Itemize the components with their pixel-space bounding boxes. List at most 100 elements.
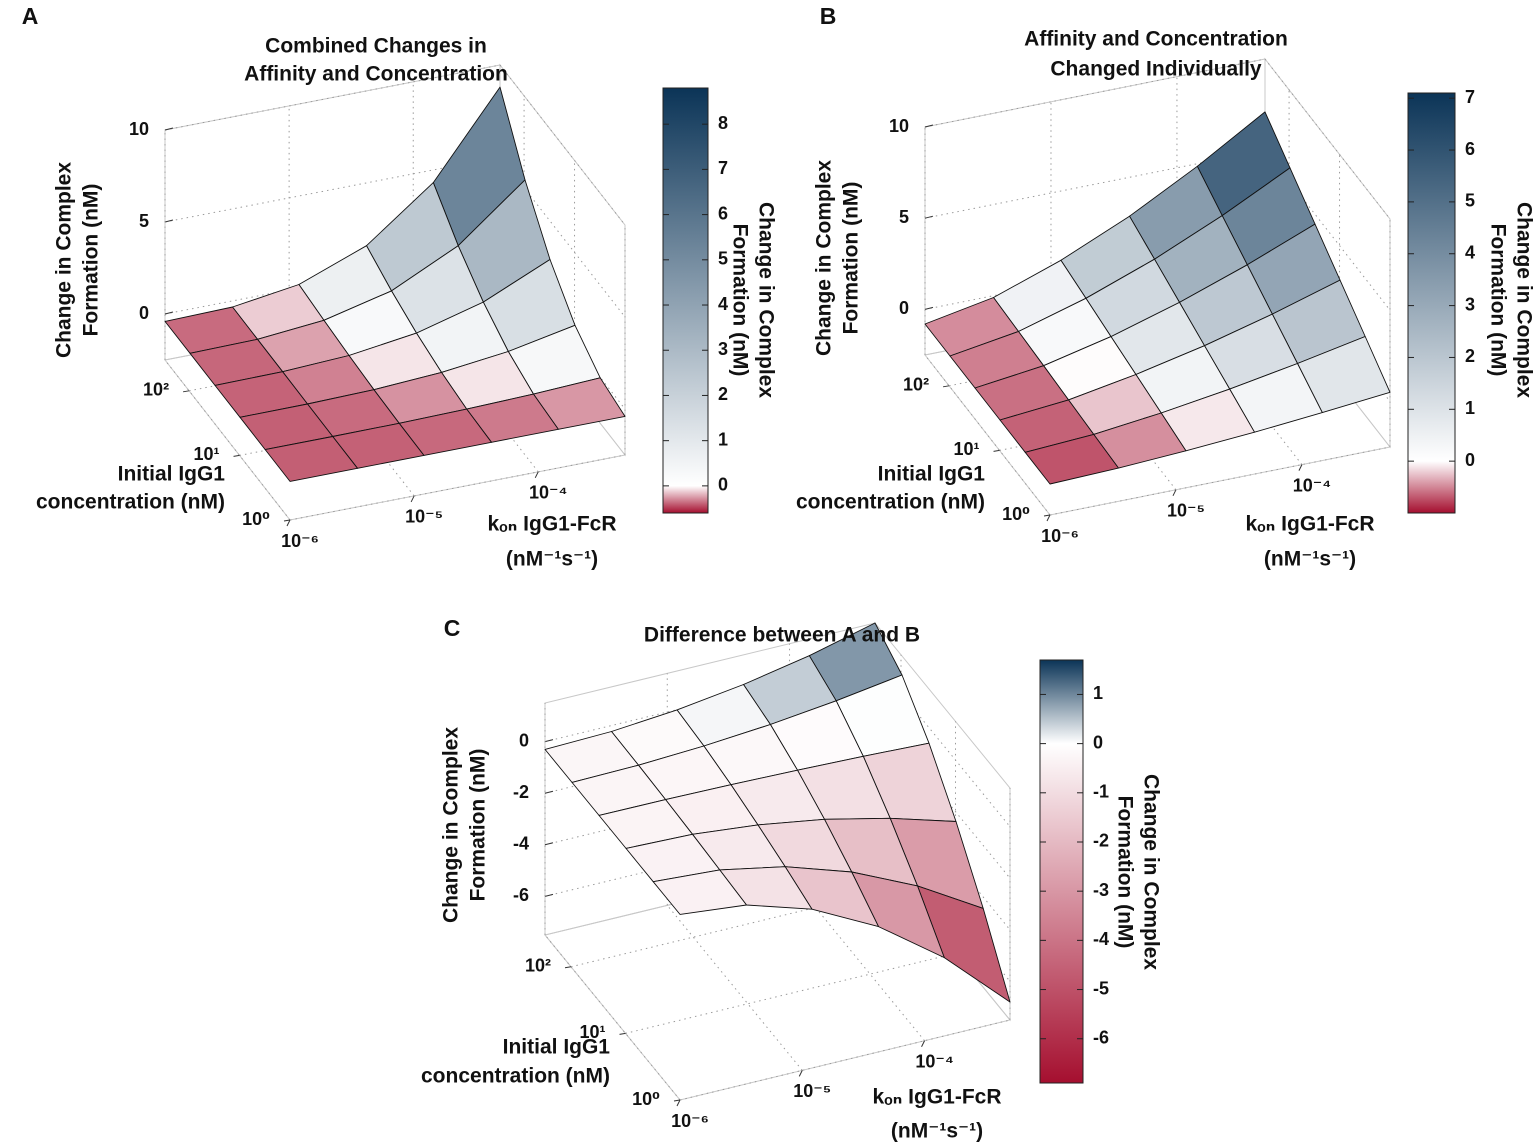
colorbar-label: Formation (nM): [728, 224, 751, 377]
y-tick-label: 10²: [143, 380, 169, 400]
grid-line: [289, 454, 626, 521]
colorbar-tick-label: 6: [1465, 139, 1475, 159]
colorbar-tick-label: 1: [1465, 398, 1475, 418]
z-tick-label: 0: [139, 303, 149, 323]
colorbar-tick-label: -2: [1093, 831, 1109, 851]
panel-letter: C: [444, 615, 461, 641]
y-tick: [993, 449, 1000, 452]
grid-line: [412, 311, 539, 473]
x-axis-label: kₒₙ IgG1-FcR: [1245, 513, 1374, 536]
colorbar-tick-label: 4: [718, 294, 728, 314]
x-tick: [534, 471, 539, 479]
y-tick-label: 10¹: [579, 1022, 605, 1042]
colorbar-tick-label: -4: [1093, 929, 1109, 949]
z-tick: [544, 739, 554, 743]
z-axis-label: Change in Complex: [53, 162, 76, 358]
grid-line: [164, 64, 501, 131]
x-axis-label: kₒₙ IgG1-FcR: [872, 1086, 1001, 1109]
y-tick-label: 10²: [903, 375, 929, 395]
z-axis-label: Formation (nM): [80, 184, 103, 337]
x-tick-label: 10⁻⁵: [405, 507, 443, 527]
y-tick-label: 10⁰: [632, 1089, 660, 1109]
y-tick: [564, 966, 572, 969]
colorbar-tick-label: -3: [1093, 880, 1109, 900]
colorbar-tick-label: -1: [1093, 782, 1109, 802]
colorbar: [662, 87, 709, 514]
z-tick-label: 10: [889, 116, 909, 136]
x-tick: [1298, 464, 1303, 471]
y-axis-label: concentration (nM): [421, 1065, 610, 1088]
y-tick-label: 10²: [525, 956, 551, 976]
grid-line: [164, 156, 501, 223]
z-tick: [164, 311, 174, 315]
colorbar-label: Formation (nM): [1486, 224, 1509, 377]
y-axis-label: Initial IgG1: [878, 463, 986, 486]
colorbar-tick-label: 0: [718, 475, 728, 495]
y-tick: [673, 1099, 681, 1102]
colorbar-label: Change in Complex: [1139, 774, 1162, 970]
z-axis-label: Formation (nM): [840, 182, 863, 335]
colorbar-tick-label: 3: [1465, 294, 1475, 314]
colorbar-tick-label: 2: [718, 384, 728, 404]
y-tick: [619, 1032, 626, 1035]
grid-line: [499, 64, 626, 226]
z-tick: [164, 219, 174, 223]
colorbar-label: Change in Complex: [1512, 202, 1535, 398]
z-tick: [924, 306, 934, 310]
y-tick-label: 10¹: [194, 444, 220, 464]
z-tick-label: -6: [513, 885, 529, 905]
grid-line: [924, 354, 1051, 516]
x-tick: [798, 1070, 803, 1077]
surface-patch: [264, 436, 358, 482]
grid-line: [1176, 304, 1303, 465]
y-tick: [233, 454, 240, 457]
colorbar-tick-label: 0: [1465, 450, 1475, 470]
z-tick: [924, 215, 934, 219]
grid-line: [288, 335, 415, 497]
x-tick: [921, 1040, 925, 1047]
x-tick: [410, 495, 415, 503]
z-tick-label: 0: [519, 730, 529, 750]
colorbar-tick-label: 4: [1465, 242, 1475, 262]
chart-title: Affinity and Concentration: [244, 63, 508, 86]
x-tick-label: 10⁻⁶: [281, 531, 319, 551]
grid-line: [1264, 58, 1391, 220]
x-axis-label: (nM⁻¹s⁻¹): [1264, 548, 1356, 571]
y-axis-label: Initial IgG1: [503, 1036, 611, 1059]
colorbar-tick-label: 6: [718, 203, 728, 223]
z-axis-label: Change in Complex: [440, 727, 463, 923]
colorbar-tick-label: 5: [1465, 191, 1475, 211]
panel: 0 5 10 10⁻⁶ 10⁻⁵ 10⁻⁴ 10⁰ 10¹ 10² 0 1 2 3 4 5 6 7 B Affini…: [796, 3, 1535, 570]
chart-title: Difference between A and B: [644, 624, 920, 647]
x-axis-label: kₒₙ IgG1-FcR: [487, 513, 616, 536]
colorbar: [1407, 92, 1456, 514]
z-axis-label-group: Change in Complex Formation (nM): [440, 727, 490, 923]
colorbar-tick-label: 2: [1465, 346, 1475, 366]
x-tick: [1172, 489, 1177, 497]
colorbar-tick-label: -5: [1093, 978, 1109, 998]
y-axis-label: concentration (nM): [796, 491, 985, 514]
colorbar-tick-label: 3: [718, 339, 728, 359]
colorbar-tick-label: -6: [1093, 1027, 1109, 1047]
y-tick-label: 10¹: [954, 439, 980, 459]
y-tick-label: 10⁰: [242, 509, 270, 529]
colorbar-tick-label: 1: [1093, 683, 1103, 703]
chart-title: Affinity and Concentration: [1024, 28, 1288, 51]
surface-patch: [652, 869, 747, 915]
colorbar-tick-label: 0: [1093, 732, 1103, 752]
z-tick: [544, 790, 554, 794]
x-tick-label: 10⁻⁴: [1293, 475, 1331, 495]
colorbar: [1039, 659, 1084, 1084]
colorbar-tick-label: 1: [718, 429, 728, 449]
surface-patch: [1024, 433, 1119, 485]
x-tick-label: 10⁻⁵: [1167, 501, 1205, 521]
z-tick-label: -4: [513, 834, 529, 854]
z-tick: [164, 127, 174, 131]
colorbar-label: Formation (nM): [1113, 796, 1136, 949]
y-tick-label: 10⁰: [1002, 504, 1030, 524]
x-tick: [1046, 514, 1051, 522]
panel-letter: B: [820, 3, 837, 29]
